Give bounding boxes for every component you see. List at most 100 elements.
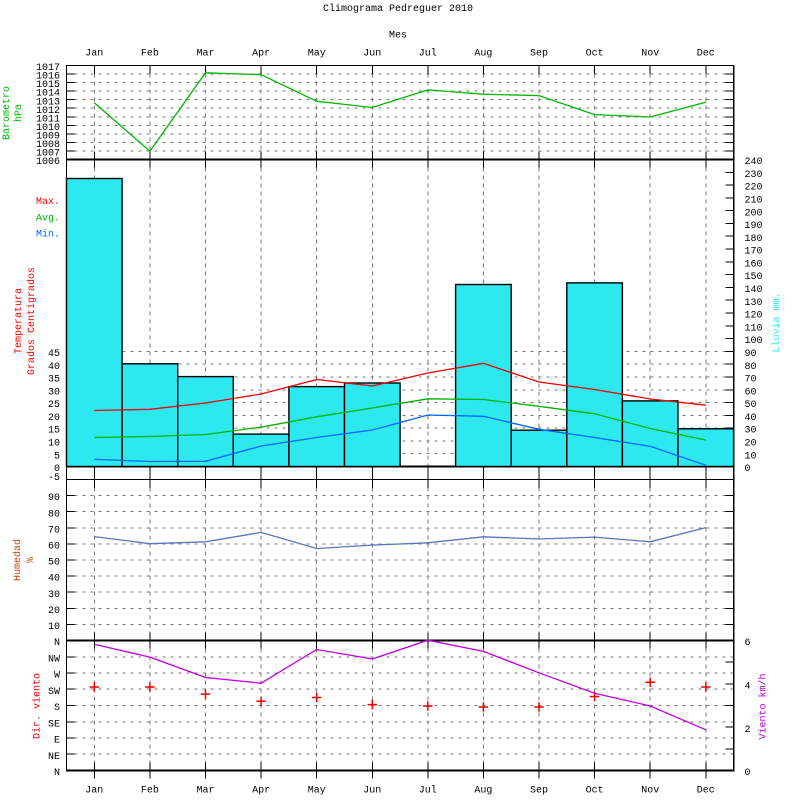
svg-text:130: 130	[745, 298, 763, 309]
svg-text:Feb: Feb	[141, 784, 159, 796]
svg-text:200: 200	[745, 208, 763, 219]
svg-text:1014: 1014	[36, 89, 60, 100]
svg-text:Grados Centigrados: Grados Centigrados	[26, 267, 38, 375]
svg-text:120: 120	[745, 311, 763, 322]
svg-text:70: 70	[48, 525, 60, 536]
svg-text:S: S	[54, 703, 60, 714]
svg-text:70: 70	[745, 375, 757, 386]
svg-text:Jul: Jul	[419, 47, 437, 59]
svg-text:1011: 1011	[36, 114, 60, 125]
svg-text:1015: 1015	[36, 80, 60, 91]
svg-text:1009: 1009	[36, 132, 60, 143]
svg-text:-5: -5	[48, 473, 60, 484]
svg-text:SW: SW	[48, 687, 60, 698]
svg-text:190: 190	[745, 221, 763, 232]
svg-text:Jan: Jan	[85, 48, 103, 59]
svg-text:40: 40	[48, 574, 60, 585]
svg-text:140: 140	[745, 285, 763, 296]
svg-text:1013: 1013	[36, 97, 60, 108]
svg-text:Jun: Jun	[363, 48, 381, 59]
svg-text:0: 0	[54, 464, 60, 475]
svg-text:May: May	[308, 785, 326, 796]
svg-text:2: 2	[745, 725, 751, 736]
svg-text:Dir. viento: Dir. viento	[32, 673, 44, 739]
svg-text:20: 20	[745, 439, 757, 450]
svg-text:60: 60	[745, 387, 757, 398]
svg-text:Oct: Oct	[586, 48, 604, 59]
svg-text:100: 100	[745, 336, 763, 347]
svg-text:210: 210	[745, 196, 763, 207]
svg-text:40: 40	[48, 362, 60, 373]
svg-text:Mes: Mes	[389, 31, 407, 42]
svg-text:20: 20	[48, 606, 60, 617]
svg-text:60: 60	[48, 542, 60, 553]
svg-text:30: 30	[48, 590, 60, 601]
svg-text:10: 10	[48, 439, 60, 450]
svg-text:150: 150	[745, 272, 763, 283]
svg-text:Avg.: Avg.	[36, 213, 60, 224]
svg-text:NE: NE	[48, 752, 60, 763]
svg-text:Apr: Apr	[252, 48, 270, 59]
svg-text:1017: 1017	[36, 63, 60, 74]
svg-text:80: 80	[745, 362, 757, 373]
svg-text:45: 45	[48, 349, 60, 360]
svg-text:25: 25	[48, 400, 60, 411]
svg-text:Lluvia mm.: Lluvia mm.	[771, 292, 783, 352]
svg-text:Min.: Min.	[36, 229, 60, 241]
svg-text:Climograma Pedreguer 2010: Climograma Pedreguer 2010	[323, 3, 473, 15]
svg-text:35: 35	[48, 375, 60, 386]
svg-text:5: 5	[54, 451, 60, 462]
svg-text:Temperatura: Temperatura	[14, 288, 25, 354]
svg-text:W: W	[54, 671, 60, 682]
svg-text:Sep: Sep	[530, 785, 548, 796]
svg-text:20: 20	[48, 413, 60, 424]
svg-text:SE: SE	[48, 719, 60, 730]
svg-text:Viento km/h: Viento km/h	[758, 673, 770, 739]
svg-text:160: 160	[745, 259, 763, 270]
svg-text:Oct: Oct	[586, 785, 604, 796]
svg-text:50: 50	[48, 558, 60, 569]
svg-text:Barometro: Barometro	[2, 86, 13, 140]
svg-text:30: 30	[745, 426, 757, 437]
svg-text:E: E	[54, 736, 60, 747]
svg-text:1016: 1016	[36, 72, 60, 83]
svg-text:30: 30	[48, 387, 60, 398]
svg-text:1006: 1006	[36, 157, 60, 168]
svg-text:50: 50	[745, 400, 757, 411]
svg-text:4: 4	[745, 681, 751, 692]
svg-text:N: N	[54, 638, 60, 649]
svg-text:170: 170	[745, 247, 763, 258]
svg-text:Max.: Max.	[36, 197, 60, 208]
svg-text:Aug: Aug	[474, 48, 492, 59]
svg-text:Mar: Mar	[196, 785, 214, 796]
svg-text:10: 10	[48, 622, 60, 633]
svg-text:220: 220	[745, 183, 763, 194]
svg-text:Feb: Feb	[141, 47, 159, 59]
svg-text:1010: 1010	[36, 123, 60, 134]
svg-text:Mar: Mar	[196, 48, 214, 59]
svg-text:240: 240	[745, 157, 763, 168]
svg-text:80: 80	[48, 509, 60, 520]
svg-text:0: 0	[745, 464, 751, 475]
svg-text:10: 10	[745, 451, 757, 462]
svg-text:%: %	[26, 557, 37, 563]
svg-text:May: May	[308, 48, 326, 59]
svg-text:Jan: Jan	[85, 785, 103, 796]
svg-text:15: 15	[48, 426, 60, 437]
svg-text:NW: NW	[48, 654, 60, 665]
svg-text:N: N	[54, 768, 60, 779]
svg-text:Nov: Nov	[641, 785, 659, 796]
svg-text:Sep: Sep	[530, 48, 548, 59]
svg-text:90: 90	[48, 493, 60, 504]
svg-text:Apr: Apr	[252, 785, 270, 796]
svg-text:230: 230	[745, 170, 763, 181]
svg-text:1007: 1007	[36, 149, 60, 160]
svg-text:1008: 1008	[36, 140, 60, 151]
svg-text:hPa: hPa	[13, 104, 25, 122]
svg-text:6: 6	[745, 638, 751, 649]
svg-text:Nov: Nov	[641, 48, 659, 59]
svg-text:Jun: Jun	[363, 785, 381, 796]
svg-text:40: 40	[745, 413, 757, 424]
svg-text:90: 90	[745, 349, 757, 360]
svg-text:1012: 1012	[36, 106, 60, 117]
